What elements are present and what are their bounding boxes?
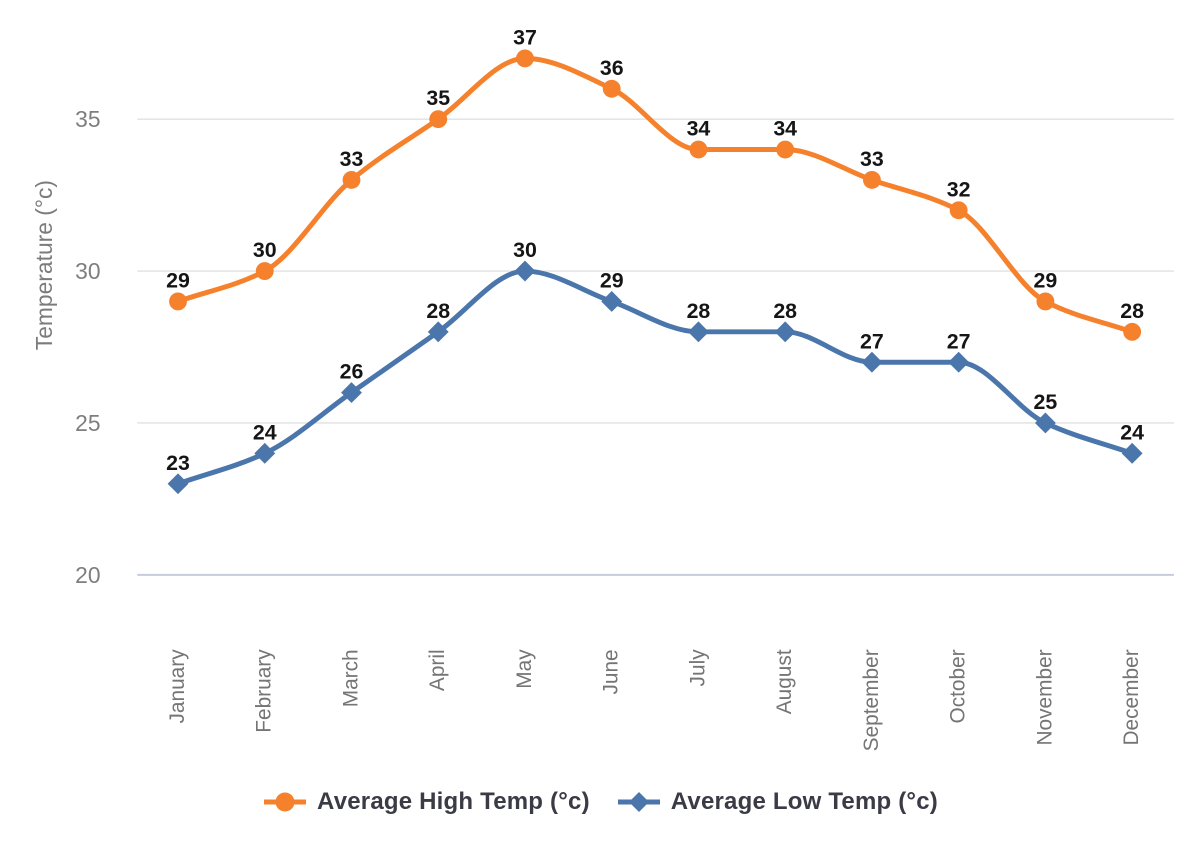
data-point-marker[interactable] [342,170,361,189]
data-point-label: 34 [687,117,711,141]
data-point-marker[interactable] [516,49,534,68]
x-category-label: April [426,649,449,691]
orange-circle-series-icon [264,792,307,812]
data-point-marker[interactable] [689,140,708,159]
data-point-marker[interactable] [862,170,881,189]
data-point-marker[interactable] [429,110,448,129]
data-point-label: 27 [947,329,971,353]
x-category-label: September [860,649,883,751]
series-line-low [175,268,1135,487]
data-point-marker[interactable] [601,291,623,312]
data-point-label: 25 [1034,390,1058,414]
x-category-label: January [166,649,189,724]
x-category-label: December [1120,649,1143,745]
x-category-label: November [1033,649,1056,745]
data-point-marker[interactable] [341,382,362,404]
data-point-label: 33 [860,147,884,171]
series-layer [167,49,1143,495]
data-point-marker[interactable] [169,292,187,311]
data-point-marker[interactable] [948,351,970,373]
data-point-label: 24 [1120,420,1144,444]
data-point-label: 27 [860,329,884,353]
data-point-marker[interactable] [949,201,968,220]
data-point-label: 35 [426,86,450,110]
data-point-marker[interactable] [1123,322,1142,341]
data-point-label: 30 [253,238,277,262]
line-chart-canvas: 35 30 25 20 Temperature (°c) 29 30 33 35 37 36 34… [31,25,1174,752]
data-point-marker[interactable] [514,260,536,282]
data-point-label: 33 [340,147,364,171]
y-tick-label: 30 [75,258,100,284]
x-category-label: August [773,649,796,714]
data-point-marker[interactable] [427,321,449,343]
data-point-marker[interactable] [861,351,883,373]
data-point-marker[interactable] [1034,412,1056,434]
series-line-high [175,55,1135,335]
data-label-layer: 29 30 33 35 37 36 34 34 33 32 29 28 23 24 26 28 30 29 28 28… [166,25,1144,474]
data-point-label: 29 [600,269,624,293]
data-point-marker[interactable] [774,321,796,343]
data-point-label: 36 [600,56,624,80]
y-tick-label: 25 [75,410,100,436]
data-point-marker[interactable] [776,140,795,159]
chart-legend: Average High Temp (°c) Average Low Temp … [0,767,1200,844]
data-point-label: 23 [166,451,190,475]
data-point-marker[interactable] [255,262,274,280]
data-point-marker[interactable] [254,442,276,464]
legend-label-low: Average Low Temp (°c) [670,788,938,816]
data-point-marker[interactable] [167,473,189,495]
x-axis-labels: January February March April May June July Augu… [166,649,1143,752]
x-category-label: March [339,649,362,707]
x-category-label: June [600,649,623,694]
legend-label-high: Average High Temp (°c) [317,788,590,816]
data-point-marker[interactable] [1036,292,1055,311]
data-point-label: 30 [513,238,537,262]
y-tick-label: 35 [75,106,100,132]
legend-item-average-high-temp[interactable]: Average High Temp (°c) [262,788,590,816]
data-point-label: 37 [513,25,537,49]
data-point-label: 28 [773,299,797,323]
data-point-marker[interactable] [688,321,709,343]
x-category-label: July [686,649,709,687]
data-point-label: 28 [426,299,450,323]
grid-layer: 35 30 25 20 [75,106,1174,588]
x-category-label: February [253,649,276,733]
x-category-label: May [513,649,536,689]
data-point-marker[interactable] [1121,442,1143,464]
data-point-label: 29 [1034,269,1058,293]
data-point-label: 24 [253,420,277,444]
data-point-label: 28 [687,299,711,323]
data-point-label: 34 [773,117,797,141]
data-point-label: 28 [1120,299,1144,323]
blue-diamond-series-icon [617,792,660,813]
y-axis-title: Temperature (°c) [31,180,57,350]
legend-item-average-low-temp[interactable]: Average Low Temp (°c) [616,788,938,816]
x-category-label: October [947,649,970,723]
data-point-label: 26 [340,360,364,384]
data-point-marker[interactable] [602,79,621,98]
data-point-label: 29 [166,269,190,293]
y-tick-label: 20 [75,562,100,588]
data-point-label: 32 [947,177,971,201]
